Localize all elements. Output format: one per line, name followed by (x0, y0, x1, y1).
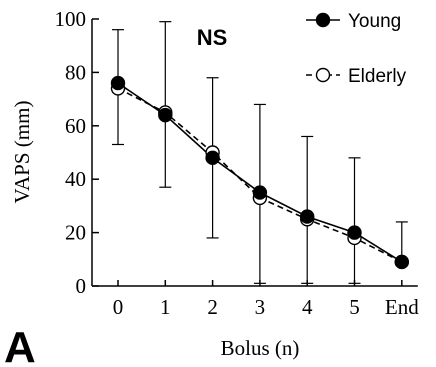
axes: 0 20 40 60 80 100 0 1 2 3 4 5 End (55, 7, 420, 319)
x-tick-label: 4 (302, 295, 313, 319)
y-tick-label: 100 (55, 7, 87, 31)
point-young (394, 254, 409, 270)
y-tick-label: 0 (76, 274, 87, 298)
x-tick-label: 2 (207, 295, 218, 319)
x-axis-label: Bolus (n) (221, 336, 300, 360)
x-tick-label: End (385, 295, 419, 319)
data-points (110, 75, 409, 270)
point-young (300, 209, 315, 224)
y-axis-label: VAPS (mm) (10, 101, 34, 204)
annotation-ns: NS (197, 25, 228, 50)
x-tick-label: 5 (349, 295, 360, 319)
point-young (252, 185, 268, 200)
legend-marker-young (315, 12, 331, 28)
y-tick-label: 40 (65, 167, 86, 191)
y-tick-label: 80 (65, 60, 86, 84)
x-tick-label: 3 (255, 295, 266, 319)
legend: Young Elderly (306, 11, 407, 87)
point-young (347, 225, 362, 240)
legend-label-elderly: Elderly (348, 66, 407, 87)
x-tick-label: 0 (113, 295, 124, 319)
point-young (205, 150, 220, 166)
error-bars (112, 21, 408, 284)
y-tick-label: 60 (65, 114, 86, 138)
point-young (158, 107, 173, 123)
x-tick-label: 1 (160, 295, 171, 319)
panel-label: A (4, 323, 36, 367)
y-tick-label: 20 (65, 221, 86, 245)
legend-marker-elderly (315, 67, 331, 83)
legend-label-young: Young (348, 11, 401, 32)
point-young (110, 75, 126, 91)
